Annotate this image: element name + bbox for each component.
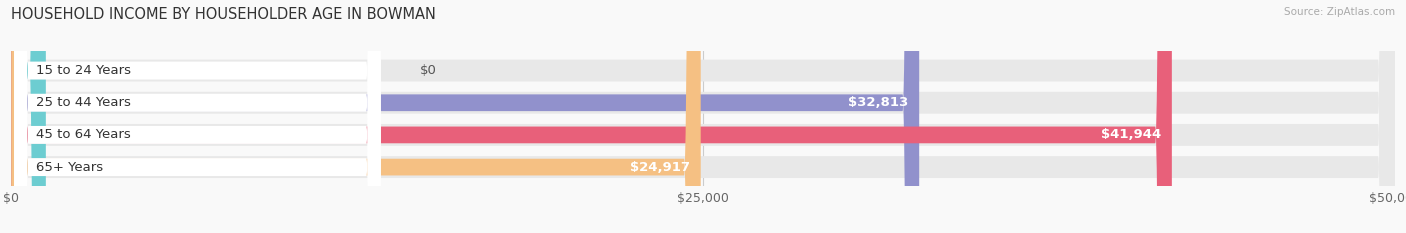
FancyBboxPatch shape [14,0,381,233]
Text: $32,813: $32,813 [848,96,908,109]
FancyBboxPatch shape [11,0,1395,233]
Text: 25 to 44 Years: 25 to 44 Years [37,96,131,109]
FancyBboxPatch shape [14,0,381,233]
FancyBboxPatch shape [11,0,1395,233]
Text: HOUSEHOLD INCOME BY HOUSEHOLDER AGE IN BOWMAN: HOUSEHOLD INCOME BY HOUSEHOLDER AGE IN B… [11,7,436,22]
FancyBboxPatch shape [11,0,920,233]
FancyBboxPatch shape [14,0,381,233]
FancyBboxPatch shape [14,0,381,233]
Text: 15 to 24 Years: 15 to 24 Years [37,64,131,77]
Text: $0: $0 [419,64,436,77]
Text: 65+ Years: 65+ Years [37,161,103,174]
Text: 45 to 64 Years: 45 to 64 Years [37,128,131,141]
FancyBboxPatch shape [11,0,1395,233]
FancyBboxPatch shape [11,0,1171,233]
FancyBboxPatch shape [11,0,46,233]
FancyBboxPatch shape [11,0,700,233]
Text: $24,917: $24,917 [630,161,689,174]
Text: $41,944: $41,944 [1101,128,1161,141]
FancyBboxPatch shape [11,0,1395,233]
Text: Source: ZipAtlas.com: Source: ZipAtlas.com [1284,7,1395,17]
